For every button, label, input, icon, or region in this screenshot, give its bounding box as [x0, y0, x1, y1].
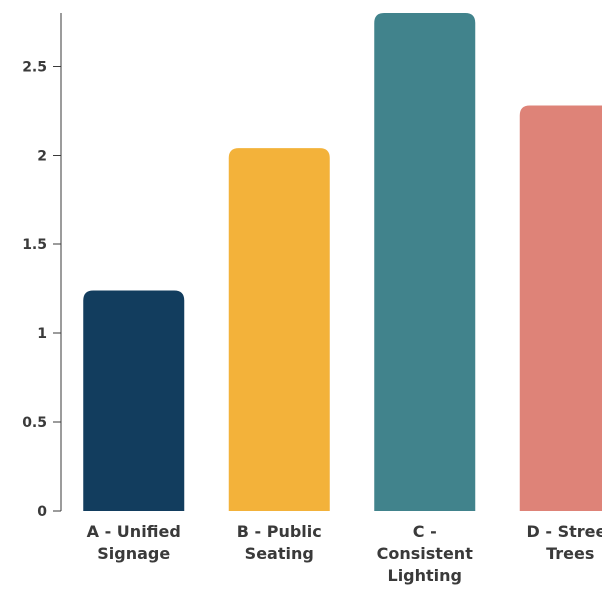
bar-2 [228, 148, 330, 511]
y-tick-label: 0.5 [22, 415, 47, 431]
x-category-label-line: Consistent [377, 544, 474, 563]
y-tick-label: 1 [37, 326, 47, 342]
x-category-label: B - Public Seating [237, 522, 322, 563]
x-category-label-line: Seating [245, 544, 314, 563]
x-category-label-line: A - Unified [87, 522, 181, 541]
x-category-label-line: B - Public [237, 522, 322, 541]
x-category-label: C - Consistent Lighting [377, 522, 474, 585]
bar-4 [519, 105, 602, 511]
x-category-label-line: C - [413, 522, 437, 541]
y-tick-label: 2 [37, 148, 47, 164]
labels-layer: 0 0.5 1 1.5 2 2.5 A - Unified Signage B - Public… [22, 59, 602, 585]
bar-1 [83, 290, 185, 511]
y-tick-label: 0 [37, 504, 47, 520]
axis-layer [53, 13, 62, 512]
x-category-label-line: D - Street [527, 522, 602, 541]
x-category-label-line: Signage [97, 544, 170, 563]
y-tick-label: 2.5 [22, 59, 47, 75]
y-tick-label: 1.5 [22, 237, 47, 253]
x-category-label-line: Lighting [388, 566, 463, 585]
bar-3 [374, 13, 476, 511]
x-category-label-line: Trees [546, 544, 594, 563]
x-category-label: A - Unified Signage [87, 522, 181, 563]
x-category-label: D - Street Trees [527, 522, 602, 563]
bars-layer [83, 13, 602, 511]
